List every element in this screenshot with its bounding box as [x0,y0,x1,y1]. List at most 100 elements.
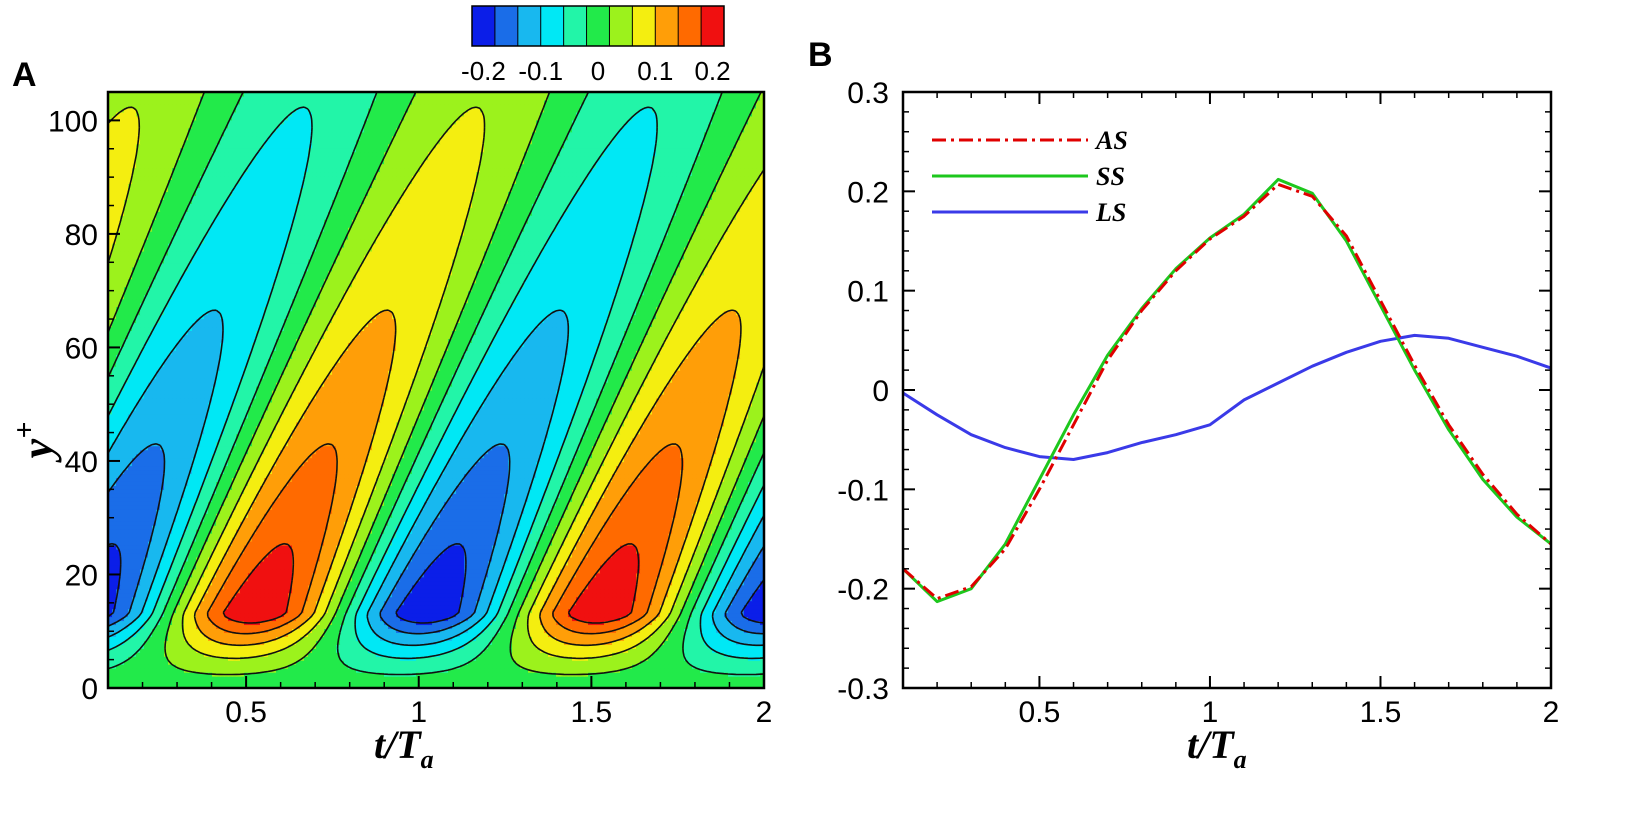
contour-cell [396,632,401,637]
contour-cell [108,604,113,610]
contour-cell [336,624,341,629]
contour-cell [304,644,309,649]
contour-cell [128,588,133,594]
contour-cell [224,568,229,574]
contour-cell [408,644,413,649]
contour-cell [576,636,581,641]
contour-cell [600,684,605,688]
contour-cell [716,676,721,681]
contour-cell [732,640,737,645]
contour-cell [204,640,209,645]
contour-cell [744,612,749,618]
contour-cell [400,668,405,673]
contour-cell [420,660,425,665]
contour-cell [496,684,501,688]
contour-cell [204,576,209,582]
contour-cell [112,592,117,598]
contour-cell [476,616,481,622]
contour-cell [276,656,281,661]
contour-cell [724,568,729,574]
contour-cell [424,624,429,629]
contour-cell [508,600,513,606]
contour-cell [404,604,409,610]
contour-cell [760,664,764,669]
contour-cell [760,684,764,688]
contour-cell [488,680,493,685]
contour-cell [284,684,289,688]
contour-cell [336,664,341,669]
contour-cell [212,624,217,629]
contour-cell [184,616,189,622]
contour-cell [404,612,409,618]
contour-cell [740,652,745,657]
contour-cell [164,620,169,626]
contour-cell [112,580,117,586]
contour-cell [436,648,441,653]
contour-cell [540,612,545,618]
contour-cell [624,572,629,578]
contour-cell [248,680,253,685]
contour-cell [144,576,149,582]
contour-cell [460,572,465,578]
contour-cell [696,628,701,633]
contour-cell [220,676,225,681]
contour-cell [500,592,505,598]
contour-cell [492,684,497,688]
contour-cell [476,604,481,610]
contour-cell [512,644,517,649]
contour-cell [288,568,293,574]
contour-cell [160,596,165,602]
contour-cell [408,564,413,570]
contour-cell [420,656,425,661]
contour-cell [108,632,113,637]
contour-cell [740,668,745,673]
contour-cell [712,612,717,618]
contour-cell [748,588,753,594]
contour-cell [540,604,545,610]
contour-cell [340,640,345,645]
contour-cell [372,644,377,649]
contour-cell [620,584,625,590]
contour-cell [144,568,149,574]
contour-cell [496,616,501,622]
contour-cell [184,652,189,657]
contour-cell [276,608,281,614]
contour-cell [428,672,433,677]
contour-cell [292,668,297,673]
contour-cell [728,644,733,649]
contour-cell [660,676,665,681]
contour-cell [636,652,641,657]
contour-cell [328,628,333,633]
contour-cell [168,584,173,590]
contour-cell [424,664,429,669]
contour-cell [412,652,417,657]
contour-cell [540,620,545,626]
contour-cell [196,600,201,606]
contour-cell [616,676,621,681]
contour-cell [240,684,245,688]
contour-cell [588,588,593,594]
contour-cell [192,676,197,681]
contour-cell [644,600,649,606]
contour-cell [612,584,617,590]
contour-cell [116,600,121,606]
contour-cell [744,584,749,590]
contour-cell [404,588,409,594]
contour-cell [664,608,669,614]
contour-cell [204,660,209,665]
contour-cell [604,568,609,574]
contour-cell [208,668,213,673]
contour-cell [620,684,625,688]
contour-cell [456,648,461,653]
contour-cell [432,656,437,661]
contour-cell [628,652,633,657]
contour-cell [284,572,289,578]
contour-cell [632,636,637,641]
contour-cell [240,588,245,594]
contour-cell [716,636,721,641]
contour-cell [336,668,341,673]
contour-cell [112,564,117,570]
contour-cell [236,596,241,602]
contour-cell [532,680,537,685]
